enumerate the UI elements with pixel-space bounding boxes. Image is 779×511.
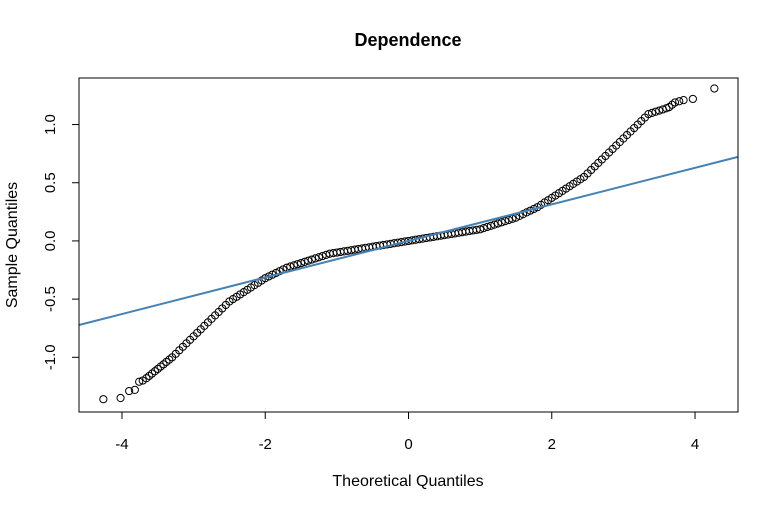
reference-line <box>78 155 739 326</box>
data-point <box>165 355 174 364</box>
data-point <box>668 100 677 109</box>
data-point <box>314 253 324 262</box>
data-point <box>483 222 492 232</box>
data-point <box>486 221 495 230</box>
x-tick-label: 4 <box>691 436 699 453</box>
data-point <box>156 362 165 371</box>
chart-title: Dependence <box>354 30 461 50</box>
y-tick-label: 0.5 <box>42 172 59 193</box>
x-tick-label: 2 <box>548 436 556 453</box>
data-point <box>318 251 327 261</box>
data-point <box>651 107 660 116</box>
data-point <box>289 261 298 270</box>
x-tick-label: -2 <box>259 436 272 453</box>
data-point <box>688 94 697 104</box>
data-point <box>300 257 309 266</box>
data-points <box>99 84 719 404</box>
data-point <box>504 215 513 225</box>
data-point <box>490 220 499 229</box>
data-point <box>293 260 302 269</box>
data-point <box>497 218 506 227</box>
data-point <box>670 98 680 107</box>
y-tick-label: -0.5 <box>42 286 59 312</box>
x-tick-label: -4 <box>115 436 128 453</box>
data-point <box>644 109 653 119</box>
data-point <box>493 219 503 228</box>
data-point <box>307 255 316 264</box>
data-point <box>130 385 139 394</box>
y-tick-label: 1.0 <box>42 114 59 135</box>
data-point <box>476 225 485 234</box>
y-axis-label: Sample Quantiles <box>4 182 21 308</box>
data-point <box>311 254 320 263</box>
data-point <box>153 364 162 374</box>
x-axis-label: Theoretical Quantiles <box>332 473 483 490</box>
data-point <box>116 393 125 403</box>
x-axis: -4 -2 0 2 4 <box>115 412 699 453</box>
data-point <box>665 102 674 112</box>
data-point <box>125 386 134 396</box>
y-tick-label: -1.0 <box>42 344 59 370</box>
data-point <box>675 97 684 106</box>
data-point <box>501 217 510 226</box>
data-point <box>159 360 168 369</box>
data-point <box>296 258 306 268</box>
data-point <box>162 357 171 367</box>
y-tick-label: 0.0 <box>42 231 59 252</box>
data-point <box>99 395 108 404</box>
x-tick-label: 0 <box>404 436 412 453</box>
data-point <box>647 108 657 118</box>
data-point <box>150 367 160 376</box>
data-point <box>710 84 719 93</box>
data-point <box>142 374 151 383</box>
data-point <box>304 256 313 265</box>
data-point <box>147 369 157 378</box>
reference-line-group <box>78 155 739 326</box>
data-point <box>655 106 664 115</box>
data-point <box>145 371 154 381</box>
y-axis: -1.0 -0.5 0.0 0.5 1.0 <box>42 114 79 370</box>
data-point <box>679 96 688 105</box>
data-point <box>135 377 144 386</box>
data-point <box>479 224 488 233</box>
